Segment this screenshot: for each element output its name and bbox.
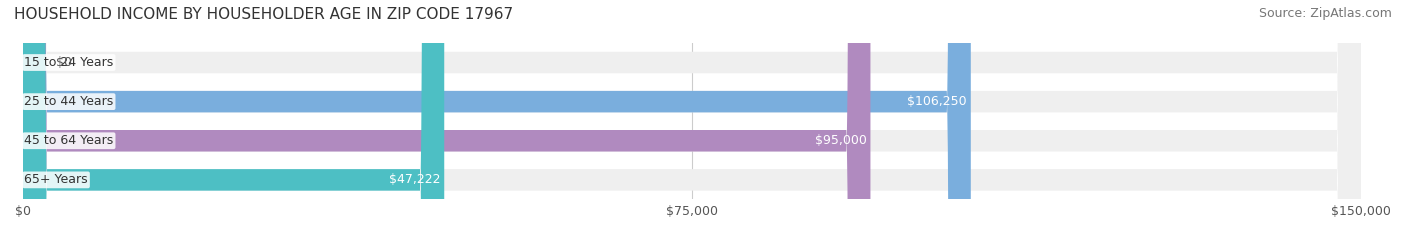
FancyBboxPatch shape bbox=[22, 0, 870, 233]
Text: $106,250: $106,250 bbox=[907, 95, 967, 108]
FancyBboxPatch shape bbox=[22, 0, 1361, 233]
FancyBboxPatch shape bbox=[22, 0, 1361, 233]
Text: 45 to 64 Years: 45 to 64 Years bbox=[24, 134, 114, 147]
Text: $95,000: $95,000 bbox=[814, 134, 866, 147]
FancyBboxPatch shape bbox=[22, 0, 970, 233]
FancyBboxPatch shape bbox=[22, 0, 1361, 233]
Text: 25 to 44 Years: 25 to 44 Years bbox=[24, 95, 114, 108]
Text: $0: $0 bbox=[56, 56, 73, 69]
Text: Source: ZipAtlas.com: Source: ZipAtlas.com bbox=[1258, 7, 1392, 20]
FancyBboxPatch shape bbox=[22, 0, 444, 233]
FancyBboxPatch shape bbox=[22, 0, 1361, 233]
Text: 65+ Years: 65+ Years bbox=[24, 173, 89, 186]
Text: HOUSEHOLD INCOME BY HOUSEHOLDER AGE IN ZIP CODE 17967: HOUSEHOLD INCOME BY HOUSEHOLDER AGE IN Z… bbox=[14, 7, 513, 22]
Text: $47,222: $47,222 bbox=[388, 173, 440, 186]
Text: 15 to 24 Years: 15 to 24 Years bbox=[24, 56, 114, 69]
